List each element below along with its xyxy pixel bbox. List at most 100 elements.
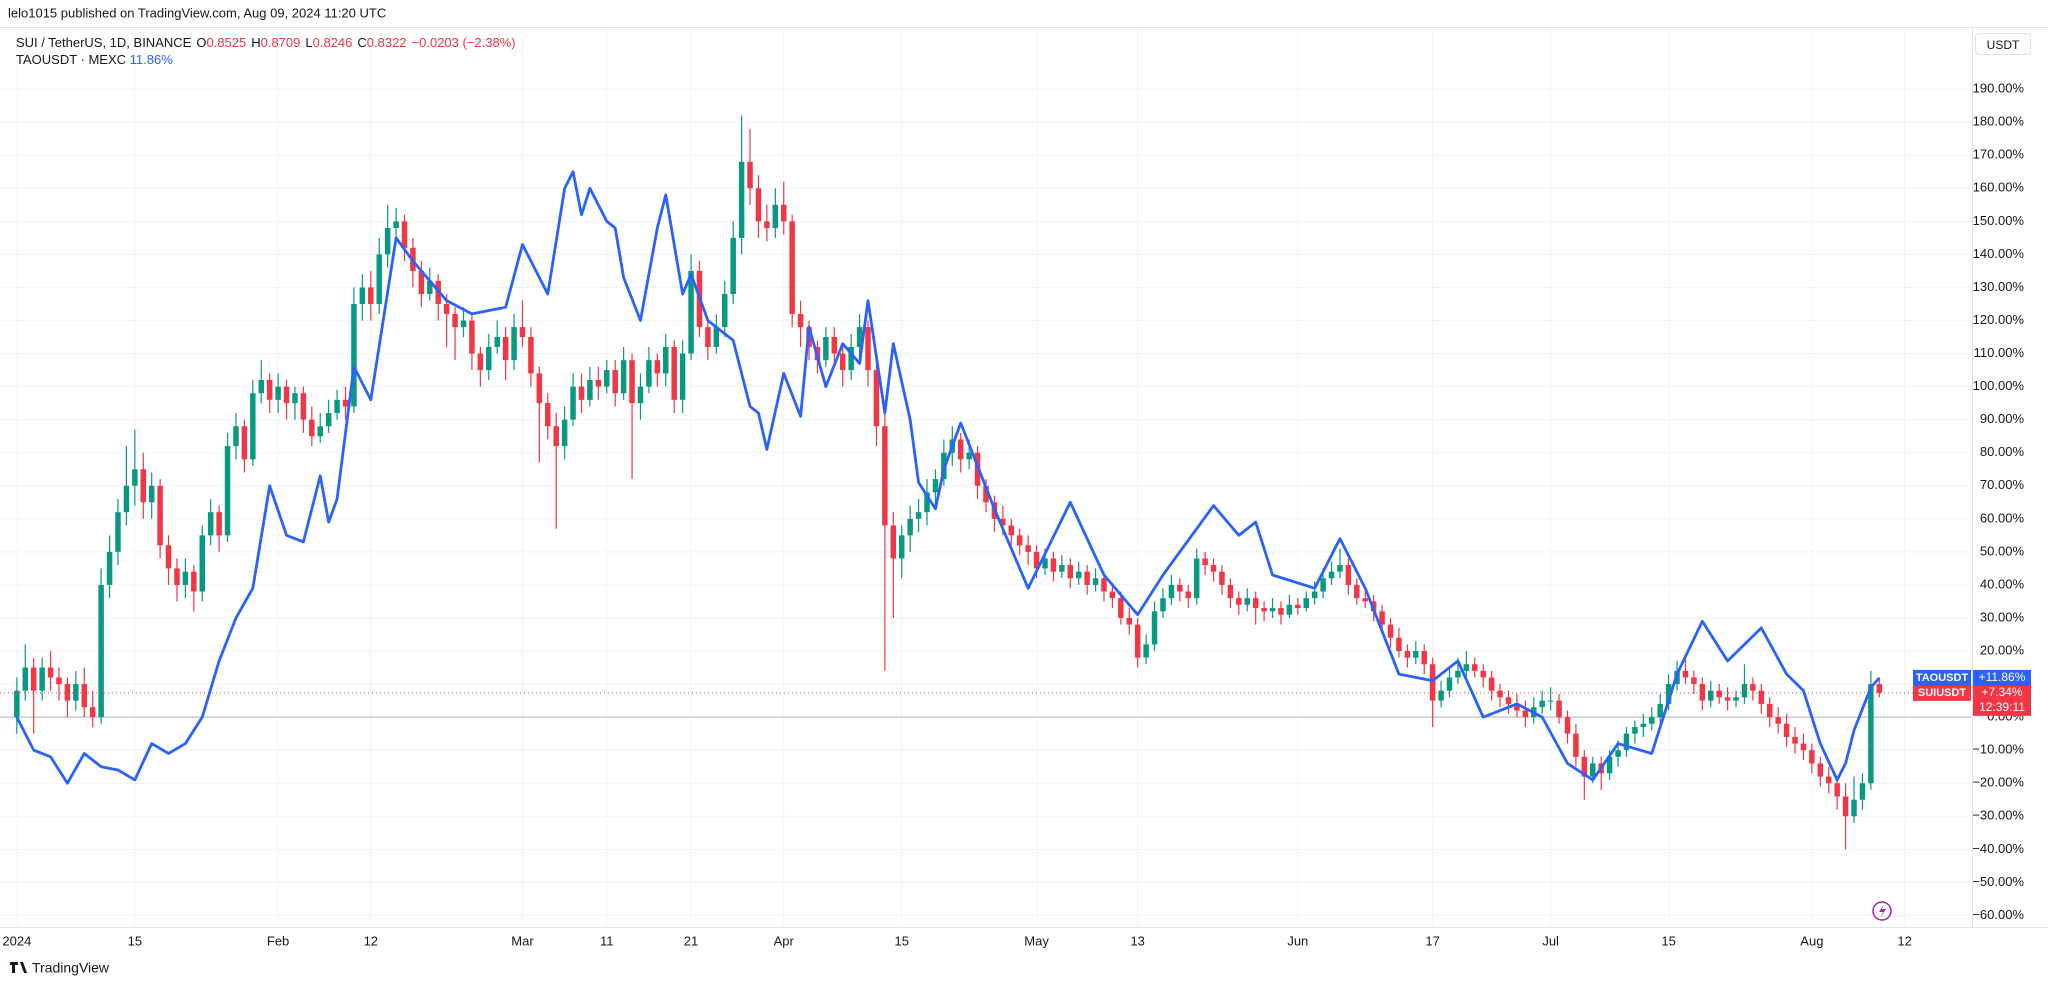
y-tick-label: −20.00% [1972, 775, 2024, 790]
candle-body [1421, 651, 1427, 665]
candle-body [1817, 763, 1824, 777]
candle-body [663, 346, 669, 374]
y-tick-label: 170.00% [1973, 147, 2025, 162]
candle-body [1505, 697, 1512, 704]
candle-body [1311, 591, 1318, 599]
y-tick-label: 140.00% [1973, 246, 2025, 261]
candle-body [797, 313, 804, 328]
candle-body [528, 337, 534, 374]
candle-body [1354, 584, 1360, 599]
candle-body [47, 667, 54, 678]
candle-body [300, 393, 307, 420]
candle-body [561, 419, 568, 447]
x-tick-label: Jun [1287, 933, 1308, 948]
candle-body [376, 254, 382, 304]
candle-body [1682, 670, 1689, 678]
candle-body [73, 684, 79, 701]
y-tick-label: 130.00% [1973, 279, 2025, 294]
candle-body [165, 545, 172, 569]
candle-body [502, 337, 509, 361]
y-tick-label: 120.00% [1973, 312, 2025, 327]
x-tick-label: 21 [684, 933, 698, 948]
y-tick-label: −60.00% [1972, 907, 2024, 922]
legend-row: SUI / TetherUS, 1D, BINANCE O0.8525 H0.870… [16, 34, 516, 51]
candle-body [30, 667, 37, 691]
candle-body [1640, 723, 1647, 728]
candle-body [570, 386, 576, 420]
footer-brand: TradingView [32, 960, 110, 976]
candle-body [1320, 578, 1326, 592]
candle-body [1126, 617, 1133, 625]
x-tick-label: 12 [1897, 933, 1911, 948]
candle-body [654, 360, 661, 374]
candle-body [1387, 624, 1394, 638]
candle-body [443, 303, 450, 314]
candle-body [705, 327, 711, 347]
y-tick-label: 50.00% [1980, 543, 2025, 558]
series-tag [1913, 669, 1971, 686]
candle-body [1606, 756, 1613, 774]
candle-body [1219, 571, 1225, 585]
candle-body [637, 386, 644, 404]
x-tick-label: 12 [364, 933, 378, 948]
candle-body [1067, 565, 1074, 579]
x-tick-label: 15 [1661, 933, 1675, 948]
candle-body [873, 370, 880, 427]
countdown: 12:39:11 [1979, 700, 2025, 714]
candle-body [612, 370, 618, 394]
candle-body [932, 479, 939, 493]
candle-body [646, 360, 652, 387]
candle-body [1800, 743, 1807, 751]
x-tick-label: Jul [1542, 933, 1559, 948]
candle-body [98, 584, 104, 718]
candle-body [199, 535, 205, 592]
candle-body [157, 485, 163, 546]
candle-body [730, 237, 736, 295]
legend-value: 11.86% [129, 52, 173, 67]
candle-body [1438, 690, 1444, 701]
y-tick-label: 180.00% [1973, 114, 2025, 129]
candle-body [1834, 783, 1840, 797]
candle-body [275, 386, 281, 400]
candle-body [486, 346, 492, 371]
candle-body [839, 353, 846, 371]
candle-body [1623, 733, 1630, 751]
candle-body [1236, 598, 1242, 605]
candle-body [823, 337, 829, 361]
candle-body [1286, 604, 1293, 615]
candle-body [1252, 598, 1259, 609]
candle-body [460, 320, 467, 328]
candle-body [604, 370, 610, 387]
candle-body [39, 667, 45, 691]
y-tick-label: 190.00% [1973, 81, 2025, 96]
candle-body [1758, 690, 1765, 704]
candle-body [56, 677, 62, 685]
y-tick-label: 100.00% [1973, 378, 2025, 393]
candle-body [1665, 684, 1672, 704]
candle-body [258, 379, 264, 394]
currency-button[interactable]: USDT [1975, 33, 2031, 55]
legend-key: H [251, 35, 261, 50]
candle-body [1741, 684, 1748, 698]
candle-body [545, 403, 551, 427]
price-tag-label: +7.34% [1981, 685, 2022, 699]
x-tick-label: 2024 [2, 933, 31, 948]
candle-body [22, 667, 29, 691]
candle-body [1851, 799, 1857, 817]
candle-body [1042, 558, 1048, 569]
candle-body [1767, 703, 1773, 718]
candle-body [1227, 584, 1234, 599]
candle-body [1000, 518, 1006, 526]
candle-body [1825, 776, 1832, 784]
candle-body [1168, 584, 1175, 599]
y-tick-label: 60.00% [1980, 510, 2025, 525]
candle-body [309, 419, 315, 437]
y-tick-label: 70.00% [1980, 477, 2025, 492]
candle-body [1084, 571, 1090, 585]
candle-body [536, 373, 543, 404]
legend-symbol: SUI / TetherUS, 1D, BINANCE [16, 35, 192, 50]
candle-body [1429, 664, 1436, 701]
alert-icon[interactable] [1872, 901, 1892, 921]
candle-body [368, 287, 374, 304]
y-tick-label: 110.00% [1974, 345, 2025, 360]
